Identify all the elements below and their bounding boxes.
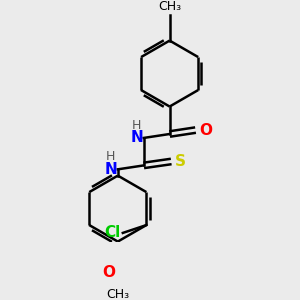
Text: CH₃: CH₃: [158, 0, 181, 13]
Text: N: N: [130, 130, 143, 146]
Text: O: O: [200, 123, 212, 138]
Text: N: N: [104, 162, 117, 177]
Text: H: H: [132, 119, 141, 132]
Text: S: S: [175, 154, 186, 169]
Text: H: H: [106, 150, 116, 163]
Text: Cl: Cl: [104, 225, 121, 240]
Text: CH₃: CH₃: [106, 288, 129, 300]
Text: O: O: [103, 265, 116, 280]
